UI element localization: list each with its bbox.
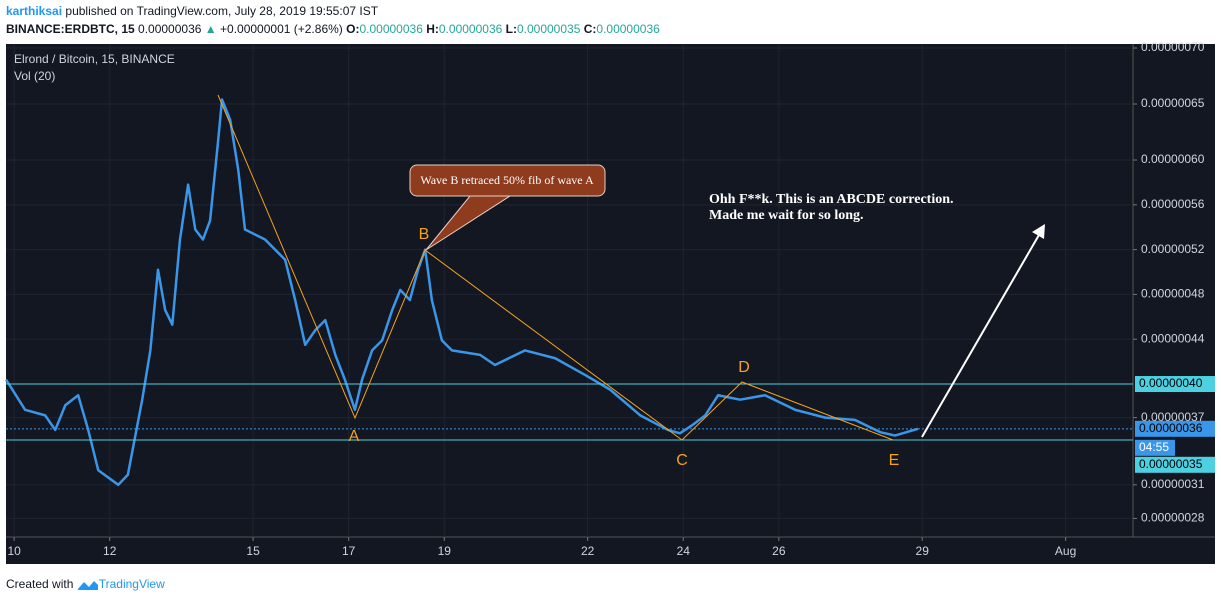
h-val: 0.00000036 [438, 22, 503, 36]
x-tick-label: 26 [772, 544, 786, 558]
y-tick-label: 0.00000056 [1141, 197, 1205, 211]
footer: Created with TradingView [6, 577, 165, 591]
y-tick-label: 0.00000028 [1141, 511, 1205, 525]
price-tag [1135, 376, 1215, 393]
x-tick-label: 17 [342, 544, 356, 558]
price-tag [1135, 420, 1215, 437]
wave-label: D [738, 359, 750, 376]
l-val: 0.00000035 [516, 22, 581, 36]
chart-title: Elrond / Bitcoin, 15, BINANCE [14, 52, 175, 66]
x-tick-label: 29 [916, 544, 930, 558]
y-tick-label: 0.00000037 [1141, 410, 1205, 424]
chart-subtitle: Vol (20) [14, 69, 55, 83]
x-tick-label: Aug [1055, 544, 1076, 558]
symbol-line: BINANCE:ERDBTC, 15 0.00000036 ▲ +0.00000… [6, 22, 660, 36]
price-line [4, 98, 919, 487]
logo [77, 580, 98, 590]
created: Created with [6, 577, 74, 591]
h-key: H: [426, 22, 439, 36]
last: 0.00000036 [138, 22, 202, 36]
note-text: Made me wait for so long. [709, 208, 864, 223]
callout-box [409, 164, 606, 197]
wave-lines [217, 94, 894, 441]
price-tag-label: 0.00000040 [1139, 376, 1203, 390]
chart: 0.00000070 0.00000065 0.00000060 0.00000056… [4, 40, 1215, 564]
x-tick-label: 12 [103, 544, 117, 558]
y-tick-label: 0.00000044 [1141, 331, 1205, 345]
wave-label: A [349, 428, 360, 445]
x-tick-label: 10 [7, 544, 21, 558]
x-tick-label: 24 [677, 544, 691, 558]
note-text: Ohh F**k. This is an ABCDE correction. [709, 192, 954, 207]
arrow-head [1032, 224, 1045, 239]
y-tick-label: 0.00000065 [1141, 96, 1205, 110]
publish-line: karthiksai published on TradingView.com,… [6, 4, 378, 18]
user[interactable]: karthiksai [6, 4, 63, 18]
chart-bg [6, 44, 1215, 564]
c-key: C: [583, 22, 597, 36]
l-key: L: [505, 22, 517, 36]
arrow [921, 227, 1044, 438]
o-key: O: [346, 22, 360, 36]
o-val: 0.00000036 [359, 22, 423, 36]
x-tick-label: 15 [246, 544, 260, 558]
brand[interactable]: TradingView [98, 577, 165, 591]
countdown-tag [1135, 439, 1175, 456]
y-tick-label: 0.00000048 [1141, 287, 1205, 301]
price-tag [1135, 456, 1215, 473]
wave-label: C [676, 452, 688, 469]
callout-text: Wave B retraced 50% fib of wave A [420, 173, 594, 187]
price-tag-label: 0.00000035 [1139, 457, 1203, 471]
countdown: 04:55 [1139, 440, 1169, 454]
y-tick-label: 0.00000031 [1141, 477, 1205, 491]
y-tick-label: 0.00000052 [1141, 242, 1205, 256]
c-val: 0.00000036 [596, 22, 660, 36]
x-tick-label: 22 [581, 544, 595, 558]
x-tick-label: 19 [438, 544, 452, 558]
wave-label: E [889, 452, 900, 469]
wave-label: B [419, 226, 430, 243]
change: +0.00000001 (+2.86%) [220, 22, 343, 36]
symbol: BINANCE:ERDBTC, 15 [6, 22, 135, 36]
y-tick-label: 0.00000060 [1141, 152, 1205, 166]
published: published on TradingView.com, July 28, 2… [65, 4, 379, 18]
price-tag-label: 0.00000036 [1139, 421, 1203, 435]
y-tick-label: 0.00000070 [1141, 40, 1205, 54]
